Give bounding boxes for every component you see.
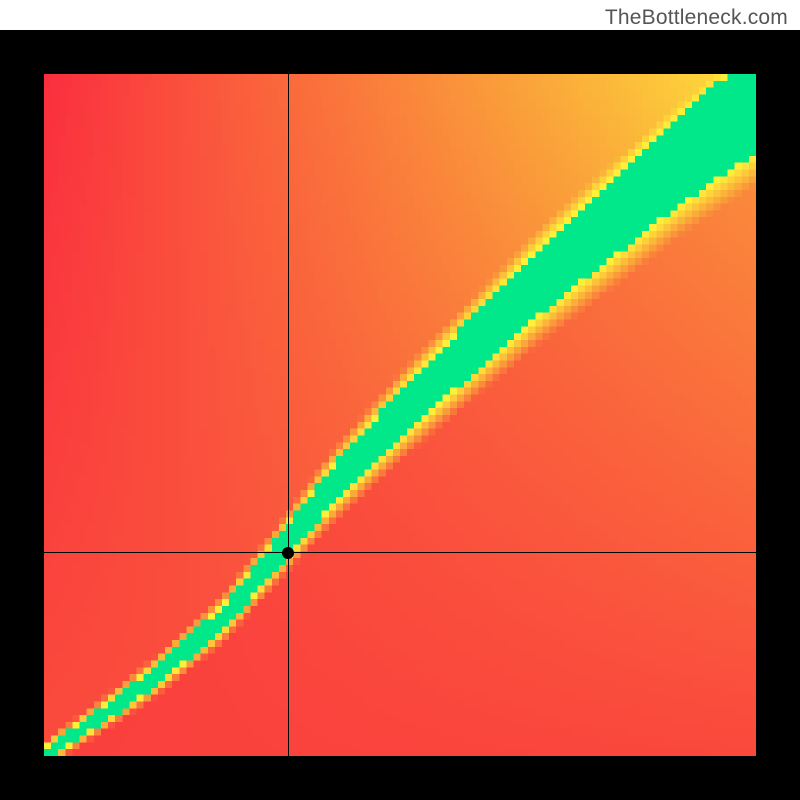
crosshair-vertical-line <box>288 74 289 756</box>
watermark-text: TheBottleneck.com <box>605 6 788 30</box>
crosshair-marker-dot <box>282 547 294 559</box>
crosshair-horizontal-line <box>44 552 756 553</box>
heatmap-canvas <box>44 74 756 756</box>
chart-container: TheBottleneck.com <box>0 0 800 800</box>
